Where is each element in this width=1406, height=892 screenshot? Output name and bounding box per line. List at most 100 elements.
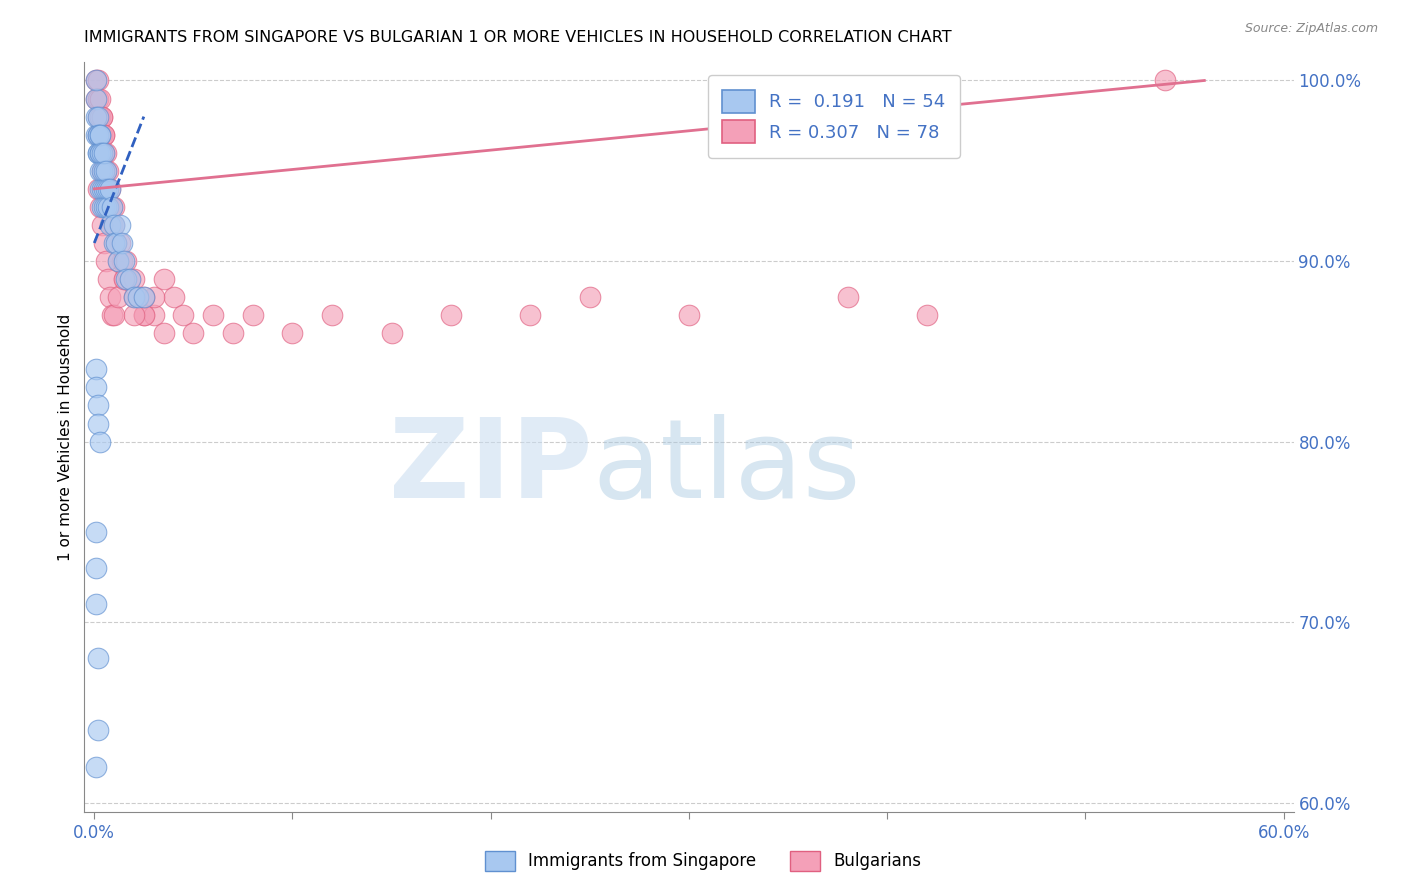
Point (89, 182, 111, 196)
Point (91, 110, 114, 124)
Point (142, 290, 165, 304)
Point (91, 145, 114, 160)
Point (91, 182, 114, 196)
Point (103, 200, 125, 214)
Point (84, 110, 107, 124)
Point (87, 110, 110, 124)
Point (97, 272, 120, 286)
Point (84, 128, 107, 142)
Point (97, 182, 120, 196)
Point (111, 235, 134, 250)
Point (98, 218, 121, 232)
Point (98, 290, 121, 304)
Point (89, 145, 111, 160)
Point (93, 163, 115, 178)
Point (93, 128, 115, 142)
Point (87, 128, 110, 142)
Point (84, 91, 107, 105)
Point (91, 218, 114, 232)
Point (87, 91, 110, 105)
Point (87, 145, 110, 160)
Point (89, 145, 111, 160)
Point (103, 218, 125, 232)
Point (96, 163, 118, 178)
Point (183, 326, 205, 341)
Point (579, 290, 602, 304)
Point (118, 272, 141, 286)
Point (89, 110, 111, 124)
Point (93, 163, 115, 178)
Point (132, 308, 155, 322)
Point (93, 145, 115, 160)
Point (93, 145, 115, 160)
Point (96, 254, 118, 268)
Point (127, 290, 149, 304)
Point (89, 145, 111, 160)
Point (84, 73, 107, 87)
Point (96, 182, 118, 196)
Point (89, 163, 111, 178)
Point (112, 272, 135, 286)
Point (105, 235, 128, 250)
Point (103, 218, 125, 232)
Text: Source: ZipAtlas.com: Source: ZipAtlas.com (1244, 22, 1378, 36)
Point (103, 235, 125, 250)
Point (96, 145, 118, 160)
Point (91, 128, 114, 142)
Point (132, 290, 155, 304)
Point (87, 145, 110, 160)
Point (115, 254, 138, 268)
Text: IMMIGRANTS FROM SINGAPORE VS BULGARIAN 1 OR MORE VEHICLES IN HOUSEHOLD CORRELATI: IMMIGRANTS FROM SINGAPORE VS BULGARIAN 1… (84, 29, 952, 45)
Point (91, 163, 114, 178)
Point (89, 128, 111, 142)
Point (132, 308, 155, 322)
Point (96, 182, 118, 196)
Point (101, 200, 124, 214)
Point (202, 308, 225, 322)
Point (84, 561, 107, 575)
Point (678, 308, 700, 322)
Point (103, 308, 125, 322)
Point (112, 272, 135, 286)
Point (98, 182, 121, 196)
Point (242, 308, 264, 322)
Point (281, 326, 304, 341)
Point (93, 128, 115, 142)
Point (91, 200, 114, 214)
Point (87, 128, 110, 142)
Y-axis label: 1 or more Vehicles in Household: 1 or more Vehicles in Household (58, 313, 73, 561)
Point (118, 272, 141, 286)
Point (127, 290, 149, 304)
Point (142, 308, 165, 322)
Point (519, 308, 541, 322)
Point (97, 163, 120, 178)
Point (93, 182, 115, 196)
Point (98, 182, 121, 196)
Point (440, 308, 463, 322)
Point (101, 218, 124, 232)
Point (91, 128, 114, 142)
Point (98, 200, 121, 214)
Point (84, 380, 107, 394)
Point (89, 91, 111, 105)
Legend: R =  0.191   N = 54, R = 0.307   N = 78: R = 0.191 N = 54, R = 0.307 N = 78 (709, 75, 960, 158)
Point (93, 235, 115, 250)
Point (91, 163, 114, 178)
Point (87, 651, 110, 665)
Point (87, 110, 110, 124)
Point (87, 73, 110, 87)
Point (381, 326, 404, 341)
Point (112, 254, 135, 268)
Point (107, 290, 129, 304)
Point (107, 254, 129, 268)
Point (96, 163, 118, 178)
Text: atlas: atlas (592, 414, 860, 521)
Point (915, 308, 938, 322)
Point (115, 272, 138, 286)
Point (96, 200, 118, 214)
Point (111, 254, 134, 268)
Point (122, 290, 145, 304)
Point (107, 254, 129, 268)
Point (321, 308, 343, 322)
Point (91, 110, 114, 124)
